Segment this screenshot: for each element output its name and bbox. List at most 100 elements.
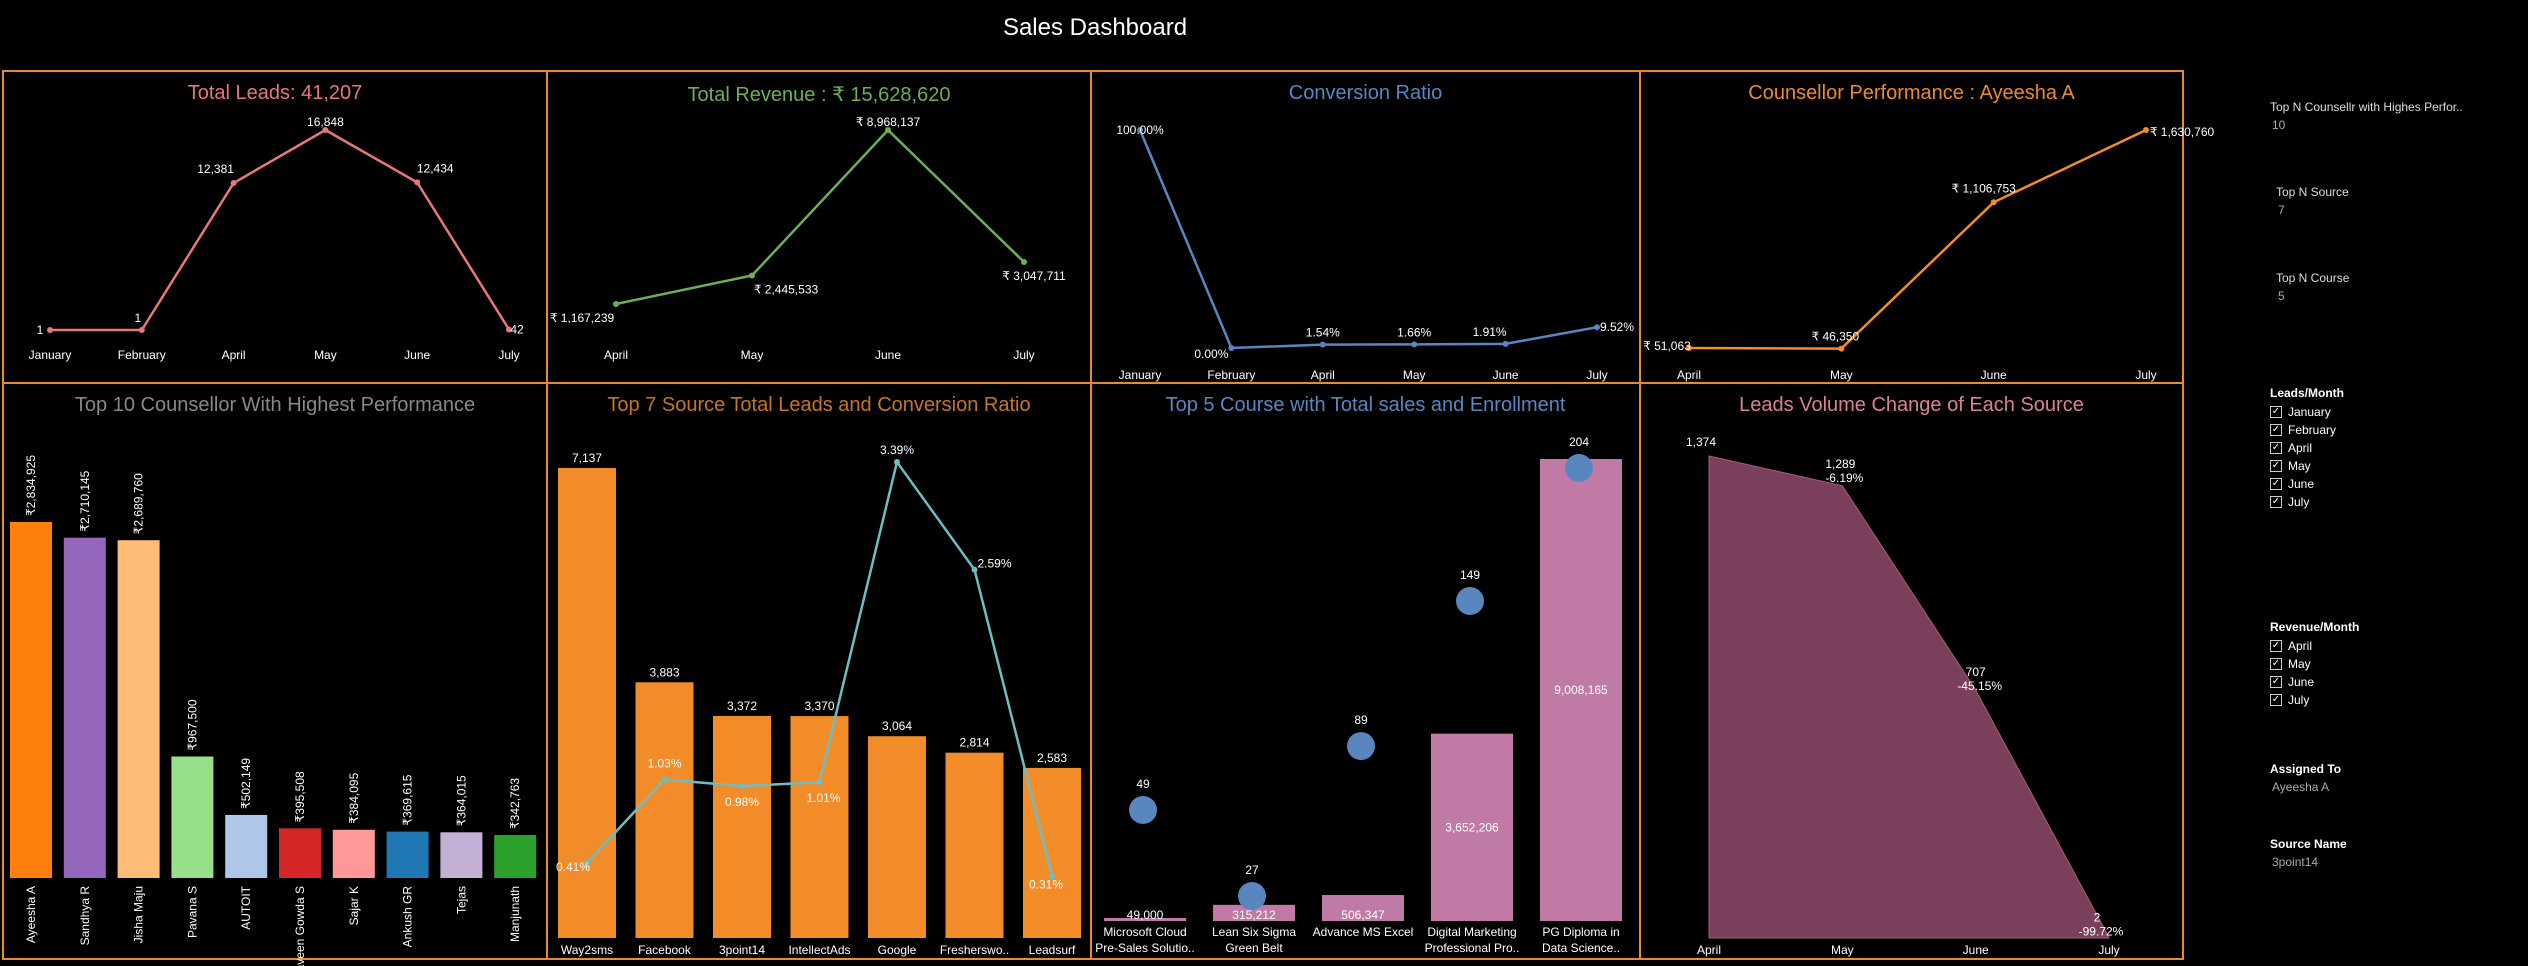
x-tick-label: Microsoft Cloud (1103, 925, 1186, 939)
data-point (506, 326, 512, 333)
data-point (1049, 873, 1055, 880)
data-label: 12,381 (197, 162, 234, 176)
data-label: 0.31% (1029, 877, 1063, 891)
panel-title: Top 10 Counsellor With Highest Performan… (74, 394, 476, 416)
param-title: Top N Course (2276, 271, 2350, 285)
volume-area-chart[interactable]: 1,374 April 1,289-6.19% May 707-45.15% June 2-… (1641, 384, 2186, 962)
data-label: 42 (510, 323, 524, 337)
filter-option[interactable]: ✓ February (2270, 421, 2510, 439)
filter-option-label: July (2288, 693, 2310, 707)
param-title: Top N Source (2276, 185, 2349, 199)
bar (790, 716, 849, 938)
x-tick-label: Sajar K (347, 886, 361, 925)
panel-title: Total Revenue : ₹ 15,628,620 (687, 84, 951, 106)
assigned-to-filter[interactable]: Assigned To Ayeesha A (2270, 762, 2510, 794)
top10-bar-chart[interactable]: ₹2,834,925 Ayeesha A ₹2,710,145 Sandhya R ₹2… (4, 384, 550, 966)
filter-option-label: May (2288, 657, 2311, 671)
change-label: -6.19% (1825, 471, 1863, 485)
counsellor-performance-panel[interactable]: Counsellor Performance : Ayeesha A ₹ 51,… (1639, 70, 2215, 386)
checkbox[interactable]: ✓ (2270, 442, 2282, 454)
data-label: 1 (134, 311, 141, 325)
checkbox[interactable]: ✓ (2270, 640, 2282, 652)
bar (171, 756, 214, 878)
param-value[interactable]: 5 (2278, 289, 2285, 303)
data-label: 1 (37, 323, 44, 337)
leads-volume-panel[interactable]: Leads Volume Change of Each Source 1,374… (1639, 382, 2184, 960)
bar (332, 829, 375, 878)
param-title: Top N Counsellr with Highes Perfor.. (2270, 100, 2463, 114)
filter-option-label: January (2288, 405, 2331, 419)
checkbox[interactable]: ✓ (2270, 496, 2282, 508)
checkbox[interactable]: ✓ (2270, 424, 2282, 436)
param-value[interactable]: 10 (2272, 118, 2286, 132)
panel-title: Top 7 Source Total Leads and Conversion … (607, 394, 1031, 416)
top7-combo-chart[interactable]: 7,137 Way2sms 3,883 Facebook 3,372 3point14 3,… (548, 384, 1094, 962)
filter-option[interactable]: ✓ May (2270, 655, 2510, 673)
data-label: ₹369,615 (401, 774, 415, 825)
top7-source-panel[interactable]: Top 7 Source Total Leads and Conversion … (546, 382, 1092, 960)
filter-value[interactable]: Ayeesha A (2272, 780, 2330, 794)
filter-option[interactable]: ✓ July (2270, 493, 2510, 511)
conversion-ratio-panel[interactable]: Conversion Ratio 100.00% January 0.00% Febr… (1090, 70, 1641, 384)
param-top-n-course[interactable]: Top N Course 5 (2276, 271, 2516, 303)
checkbox[interactable]: ✓ (2270, 694, 2282, 706)
filter-option-label: April (2288, 441, 2313, 455)
leads-line-chart[interactable]: 1 January 1 February 12,381 April 16,848 May 12,… (4, 72, 550, 386)
param-top-n-counsellor[interactable]: Top N Counsellr with Highes Perfor.. 10 (2270, 100, 2510, 132)
param-top-n-source[interactable]: Top N Source 7 (2276, 185, 2516, 217)
filter-option[interactable]: ✓ July (2270, 691, 2510, 709)
filter-value[interactable]: 3point14 (2272, 855, 2319, 869)
data-label: ₹ 1,167,239 (550, 311, 615, 325)
revenue-line-chart[interactable]: ₹ 1,167,239 April ₹ 2,445,533 May ₹ 8,968,13… (548, 72, 1094, 386)
param-value[interactable]: 7 (2278, 203, 2285, 217)
filter-option-label: April (2288, 639, 2313, 653)
data-label: 16,848 (307, 115, 344, 129)
total-revenue-panel[interactable]: Total Revenue : ₹ 15,628,620 ₹ 1,167,239… (546, 70, 1092, 384)
bar (1213, 904, 1295, 921)
checkbox[interactable]: ✓ (2270, 676, 2282, 688)
data-point (894, 459, 900, 465)
data-label: 49,000 (1127, 908, 1164, 922)
data-label: 3,370 (804, 699, 834, 713)
conversion-line-chart[interactable]: 100.00% January 0.00% February 1.54% April 1.6… (1092, 72, 1643, 386)
checkbox[interactable]: ✓ (2270, 406, 2282, 418)
counsellor-line-chart[interactable]: ₹ 51,063 April ₹ 46,350 May ₹ 1,106,753 June ₹… (1641, 72, 2214, 386)
filter-option[interactable]: ✓ June (2270, 475, 2510, 493)
bar (63, 537, 106, 878)
filter-option[interactable]: ✓ April (2270, 637, 2510, 655)
data-label: ₹395,508 (293, 771, 307, 822)
series-line (1688, 128, 2147, 350)
checkbox[interactable]: ✓ (2270, 460, 2282, 472)
top10-counsellor-panel[interactable]: Top 10 Counsellor With Highest Performan… (2, 382, 550, 966)
checkbox[interactable]: ✓ (2270, 478, 2282, 490)
leads-month-filter[interactable]: Leads/Month ✓ January ✓ February ✓ April ✓ May ✓… (2270, 386, 2510, 511)
data-label: 2,814 (959, 736, 989, 750)
bar (868, 736, 926, 938)
x-tick-label: Professional Pro.. (1425, 941, 1520, 955)
filter-option[interactable]: ✓ January (2270, 403, 2510, 421)
total-leads-panel[interactable]: Total Leads: 41,207 1 January 1 February 12,… (2, 70, 548, 384)
change-label: -45.15% (1957, 679, 2002, 693)
source-name-filter[interactable]: Source Name 3point14 (2270, 837, 2510, 869)
filter-option[interactable]: ✓ April (2270, 439, 2510, 457)
data-point (1319, 341, 1326, 348)
data-label: ₹2,689,760 (132, 473, 146, 534)
x-tick-label: PG Diploma in (1542, 925, 1619, 939)
filter-option[interactable]: ✓ May (2270, 457, 2510, 475)
x-tick-label: April (222, 348, 246, 362)
revenue-month-filter[interactable]: Revenue/Month ✓ April ✓ May ✓ June ✓ July (2270, 620, 2510, 709)
x-tick-label: Praveen Gowda S (293, 886, 307, 966)
data-label: ₹ 3,047,711 (1002, 269, 1066, 283)
enrollment-bubble (1347, 732, 1375, 761)
data-point (1411, 341, 1418, 348)
filter-option[interactable]: ✓ June (2270, 673, 2510, 691)
top5-combo-chart[interactable]: 49,000 Microsoft Cloud Pre-Sales Solutio..… (1092, 384, 1643, 962)
x-tick-label: Sandhya R (78, 886, 92, 946)
data-point (971, 566, 978, 573)
data-label: 1,289 (1825, 457, 1855, 471)
x-tick-label: AUTOIT (239, 885, 253, 929)
x-tick-label: June (404, 348, 430, 362)
checkbox[interactable]: ✓ (2270, 658, 2282, 670)
top5-course-panel[interactable]: Top 5 Course with Total sales and Enroll… (1090, 382, 1641, 960)
x-tick-label: Facebook (638, 943, 692, 957)
